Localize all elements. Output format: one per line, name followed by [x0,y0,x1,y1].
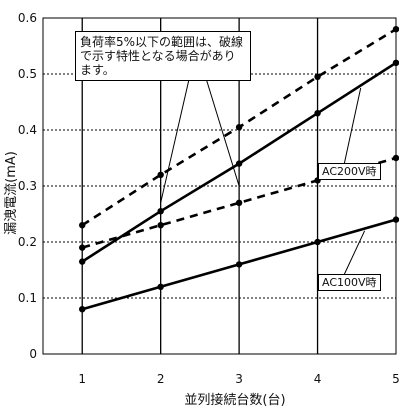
ac100v-label: AC100V時 [318,274,381,291]
data-point [79,222,86,229]
y-tick-label: 0.2 [18,235,37,249]
data-point [392,154,399,162]
callout-line [343,230,366,276]
y-tick-label: 0 [29,347,37,361]
data-point [157,283,164,290]
x-tick-labels: 1 2 3 4 5 [78,372,399,386]
y-tick-label: 0.4 [18,123,37,137]
data-point [392,216,399,223]
x-tick-label: 4 [314,372,322,386]
callout-line [343,87,362,166]
data-point [392,59,399,66]
data-point [314,110,321,117]
data-point [235,199,243,206]
y-tick-label: 0.3 [18,179,37,193]
callout-line [160,74,191,203]
x-axis-label: 並列接続台数(台) [184,392,285,408]
x-tick-label: 3 [235,372,243,386]
data-point [157,222,164,229]
y-tick-label: 0.1 [18,291,37,305]
data-point [235,160,243,167]
y-axis-label: 漏洩電流(mA) [3,151,19,235]
data-point [79,258,86,265]
x-tick-label: 2 [157,372,165,386]
y-tick-label: 0.5 [18,67,37,81]
data-point [392,26,399,33]
data-point [157,171,164,178]
data-point [235,261,243,268]
data-point [235,124,243,131]
data-point [314,73,321,81]
data-point [79,306,86,313]
note-box: 負荷率5%以下の範囲は、破線で示す特性となる場合があります。 [75,31,251,81]
y-tick-labels: 0 0.1 0.2 0.3 0.4 0.5 0.6 [18,11,37,361]
data-point [157,208,164,215]
x-tick-label: 5 [392,372,399,386]
y-tick-label: 0.6 [18,11,37,25]
data-point [314,238,321,246]
ac200v-label: AC200V時 [318,163,381,180]
x-tick-label: 1 [78,372,86,386]
data-point [79,244,86,251]
